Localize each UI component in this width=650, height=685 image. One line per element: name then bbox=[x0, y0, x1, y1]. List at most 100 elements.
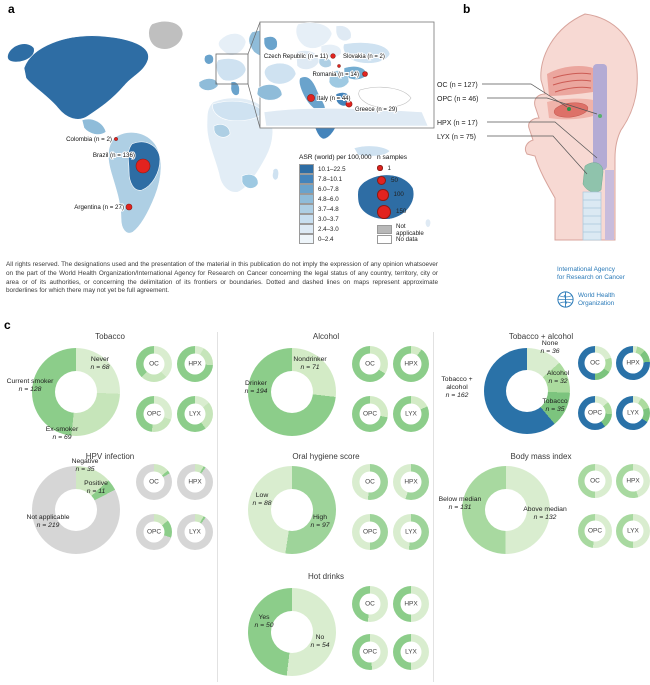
donut-group-tobacco-alcohol: Tobacco + alcohol None n = 36 Alcohol n = … bbox=[436, 332, 650, 450]
legend-bin-label: 10.1–22.5 bbox=[318, 165, 346, 173]
donut-hole bbox=[271, 611, 313, 653]
subsite-donut-opc: OPC bbox=[578, 396, 612, 430]
label-low: Low n = 88 bbox=[252, 492, 272, 508]
sample-dot-greece bbox=[345, 100, 353, 108]
anatomy-label-hpx: HPX (n = 17) bbox=[437, 120, 478, 127]
subsite-donut-hpx: HPX bbox=[616, 464, 650, 498]
subsite-donut-hpx: HPX bbox=[177, 346, 213, 382]
sample-dot-slovakia bbox=[337, 64, 341, 68]
sample-circle bbox=[377, 165, 383, 171]
zoom-connector-bottom bbox=[247, 83, 261, 129]
sample-size-label: 50 bbox=[391, 177, 398, 184]
label-above-median: Above median n = 132 bbox=[523, 506, 567, 522]
legend-swatch bbox=[299, 214, 314, 224]
leader-lines bbox=[482, 83, 598, 175]
opc-marker bbox=[598, 114, 602, 118]
larynx bbox=[582, 162, 604, 193]
inset-poland bbox=[320, 44, 342, 58]
subsite-donut-hpx: HPX bbox=[393, 346, 429, 382]
iberia bbox=[198, 78, 219, 91]
main-donut bbox=[32, 466, 120, 554]
label-none: None n = 36 bbox=[540, 340, 560, 356]
legend-swatch bbox=[299, 224, 314, 234]
legend-bin-label: 6.0–7.8 bbox=[318, 185, 339, 193]
donut-group-hot-drinks: Hot drinks Yes n = 50 No n = 54 OC HPX OPC… bbox=[222, 572, 430, 684]
new-zealand bbox=[425, 218, 431, 228]
subsite-donut-oc: OC bbox=[578, 346, 612, 380]
anatomy-label-lyx: LYX (n = 75) bbox=[437, 134, 476, 141]
country-label-greece: Greece (n = 29) bbox=[355, 107, 397, 113]
country-label-brazil: Brazil (n = 136) bbox=[93, 152, 135, 159]
label-negative: Negative n = 35 bbox=[71, 458, 99, 474]
legend-swatch bbox=[377, 224, 392, 235]
north-america bbox=[23, 35, 149, 120]
legend-swatch bbox=[299, 194, 314, 204]
inset-ukraine bbox=[342, 42, 391, 64]
subsite-donut-oc: OC bbox=[578, 464, 612, 498]
label-alcohol: Alcohol n = 32 bbox=[546, 370, 570, 386]
main-donut bbox=[32, 348, 120, 436]
sample-dot-italy bbox=[307, 94, 315, 102]
donut-hole bbox=[271, 489, 313, 531]
main-donut bbox=[248, 348, 336, 436]
scandinavia bbox=[218, 33, 247, 56]
donut-group-oral-hygiene: Oral hygiene score Low n = 88 High n = 97 … bbox=[222, 452, 430, 568]
subsite-donut-lyx: LYX bbox=[393, 396, 429, 432]
subsite-donut-lyx: LYX bbox=[616, 396, 650, 430]
sample-size-label: 150 bbox=[396, 208, 407, 215]
esophagus bbox=[605, 170, 614, 240]
zoom-connector-top bbox=[247, 21, 261, 55]
legend-label: No data bbox=[396, 236, 418, 243]
label-tobacco: Tobacco n = 35 bbox=[542, 398, 568, 414]
inset-czech-republic bbox=[318, 57, 332, 68]
donut-hole bbox=[485, 489, 527, 531]
subsite-donut-hpx: HPX bbox=[393, 586, 429, 622]
sample-size-row: 50 bbox=[377, 176, 435, 185]
subsite-donut-oc: OC bbox=[352, 464, 388, 500]
donut-hole bbox=[55, 489, 97, 531]
southern-africa bbox=[241, 174, 259, 189]
subsite-donut-lyx: LYX bbox=[393, 634, 429, 670]
united-kingdom bbox=[204, 54, 214, 65]
donut-group-bmi: Body mass index Below median n = 131 Abov… bbox=[436, 452, 650, 568]
donut-group-tobacco: Tobacco Never n = 68 Current smoker n = 12… bbox=[6, 332, 214, 450]
map-disclaimer: All rights reserved. The designations us… bbox=[6, 261, 438, 295]
inset-scandinavia bbox=[295, 22, 333, 49]
subsite-donut-lyx: LYX bbox=[393, 514, 429, 550]
sample-size-label: 100 bbox=[393, 191, 404, 199]
legend-bin: 10.1–22.5 bbox=[299, 164, 435, 174]
greenland bbox=[148, 21, 184, 50]
country-label-argentina: Argentina (n = 27) bbox=[74, 204, 124, 211]
europe-inset: Czech Republic (n = 11) Slovakia (n = 2)… bbox=[256, 21, 435, 129]
donut-hole bbox=[506, 370, 548, 412]
head-profile bbox=[524, 13, 638, 241]
label-high: High n = 97 bbox=[310, 514, 330, 530]
main-donut bbox=[248, 588, 336, 676]
legend-label: Not applicable bbox=[396, 222, 424, 237]
west-africa bbox=[213, 124, 231, 138]
legend-bin: 7.8–10.1 bbox=[299, 174, 435, 184]
country-label-romania: Romania (n = 14) bbox=[312, 72, 359, 78]
column-divider bbox=[433, 332, 434, 682]
central-america bbox=[81, 118, 107, 135]
subsite-donut-hpx: HPX bbox=[393, 464, 429, 500]
sample-dot-czech bbox=[330, 53, 336, 59]
who-emblem-icon bbox=[557, 291, 574, 308]
trachea-rings bbox=[583, 199, 601, 233]
label-current-smoker: Current smoker n = 128 bbox=[6, 378, 54, 394]
group-title: HPV infection bbox=[85, 452, 135, 461]
iarc-logo-text: International Agency for Research on Can… bbox=[557, 266, 625, 282]
legend-bin: 3.0–3.7 bbox=[299, 214, 435, 224]
donut-group-alcohol: Alcohol Nondrinker n = 71 Drinker n = 194 … bbox=[222, 332, 430, 450]
label-ex-smoker: Ex-smoker n = 69 bbox=[45, 426, 79, 442]
country-label-slovakia: Slovakia (n = 2) bbox=[343, 54, 385, 60]
donut-hole bbox=[271, 371, 313, 413]
subsite-donut-oc: OC bbox=[136, 346, 172, 382]
label-tobacco-plus-alcohol: Tobacco + alcohol n = 162 bbox=[441, 376, 473, 400]
subsite-donut-opc: OPC bbox=[352, 634, 388, 670]
legend-swatch bbox=[377, 234, 392, 245]
legend-bin: 3.7–4.8 bbox=[299, 204, 435, 214]
label-below-median: Below median n = 131 bbox=[438, 496, 482, 512]
sample-dot-romania bbox=[362, 71, 368, 77]
